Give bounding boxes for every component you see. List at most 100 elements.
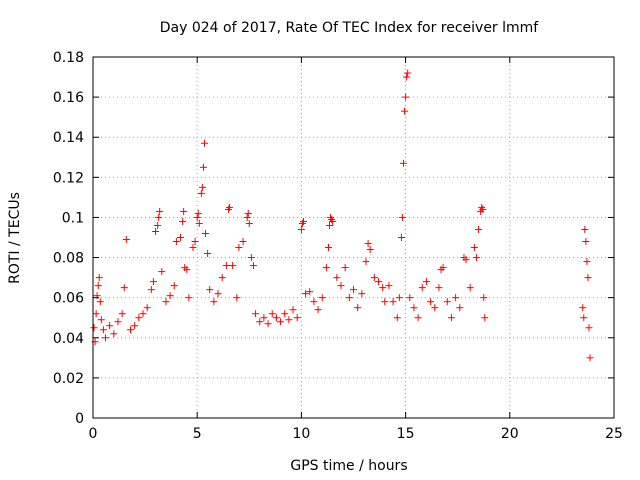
data-point [185, 294, 193, 302]
data-point [404, 69, 412, 77]
data-point [127, 326, 135, 334]
data-point [120, 284, 128, 292]
data-point [379, 284, 387, 292]
data-point [481, 314, 489, 322]
data-point [281, 310, 289, 318]
chart-title: Day 024 of 2017, Rate Of TEC Index for r… [160, 20, 540, 36]
data-point [90, 324, 98, 332]
data-point [247, 254, 255, 262]
data-point [395, 294, 403, 302]
data-point [358, 290, 366, 298]
data-point [439, 264, 447, 272]
data-point [364, 240, 372, 248]
data-point [293, 314, 301, 322]
data-point [366, 246, 374, 254]
data-point [375, 278, 383, 286]
data-point [233, 294, 241, 302]
data-points [90, 69, 594, 362]
data-point [131, 322, 139, 330]
data-point [475, 225, 483, 233]
x-tick-label: 15 [397, 426, 415, 442]
data-point [297, 225, 305, 233]
data-point [354, 304, 362, 312]
data-point [410, 304, 418, 312]
data-point [470, 244, 478, 252]
data-point [401, 107, 409, 115]
data-point [222, 262, 230, 270]
data-point [318, 294, 326, 302]
data-point [147, 286, 155, 294]
x-tick-label: 20 [501, 426, 519, 442]
data-point [204, 250, 212, 258]
data-point [177, 234, 185, 241]
data-point [582, 238, 590, 246]
data-point [381, 298, 389, 306]
y-tick-label: 0.16 [53, 90, 84, 106]
data-point [235, 244, 243, 252]
data-point [272, 314, 280, 322]
data-point [226, 203, 234, 211]
x-tick-label: 5 [193, 426, 202, 442]
data-point [197, 189, 205, 197]
data-point [581, 225, 589, 233]
data-point [239, 238, 247, 246]
data-point [183, 266, 191, 274]
data-point [580, 314, 588, 322]
data-point [243, 213, 251, 221]
data-point [170, 282, 178, 290]
data-point [289, 306, 297, 314]
data-point [214, 290, 222, 298]
data-point [462, 256, 470, 264]
data-point [200, 139, 208, 147]
data-point [400, 159, 408, 167]
data-point [277, 318, 285, 326]
data-point [97, 316, 105, 324]
data-point [95, 274, 103, 282]
data-point [114, 318, 122, 326]
x-axis: 0 5 10 15 20 25 [89, 57, 623, 442]
data-point [92, 310, 100, 318]
data-point [152, 227, 160, 235]
data-point [447, 314, 455, 322]
y-tick-label: 0.12 [53, 170, 84, 186]
data-point [472, 254, 480, 262]
data-point [210, 298, 218, 306]
data-point [166, 292, 174, 300]
data-point [122, 236, 130, 244]
x-tick-label: 25 [605, 426, 623, 442]
data-point [585, 324, 593, 332]
data-point [264, 320, 272, 328]
data-point [143, 304, 151, 312]
data-point [406, 294, 414, 302]
x-tick-label: 0 [89, 426, 98, 442]
data-point [106, 322, 114, 330]
data-point [403, 73, 411, 81]
data-point [583, 258, 591, 266]
data-point [584, 274, 592, 282]
data-point [435, 284, 443, 292]
y-axis-label: ROTI / TECUs [7, 192, 23, 284]
data-point [431, 304, 439, 312]
data-point [172, 238, 180, 246]
y-tick-label: 0 [75, 411, 84, 427]
data-point [337, 282, 345, 290]
data-point [397, 234, 405, 241]
data-point [135, 314, 143, 322]
data-point [268, 310, 276, 318]
data-point [418, 284, 426, 292]
y-tick-label: 0.02 [53, 371, 84, 387]
data-point [479, 205, 487, 213]
data-point [256, 318, 264, 326]
data-point [314, 306, 322, 314]
data-point [324, 244, 332, 252]
data-point [99, 326, 107, 334]
data-point [206, 286, 214, 294]
data-point [249, 262, 257, 270]
data-point [180, 207, 188, 215]
data-point [285, 316, 293, 324]
data-point [194, 209, 202, 217]
data-point [302, 290, 310, 298]
data-point [466, 284, 474, 292]
data-point [452, 294, 460, 302]
